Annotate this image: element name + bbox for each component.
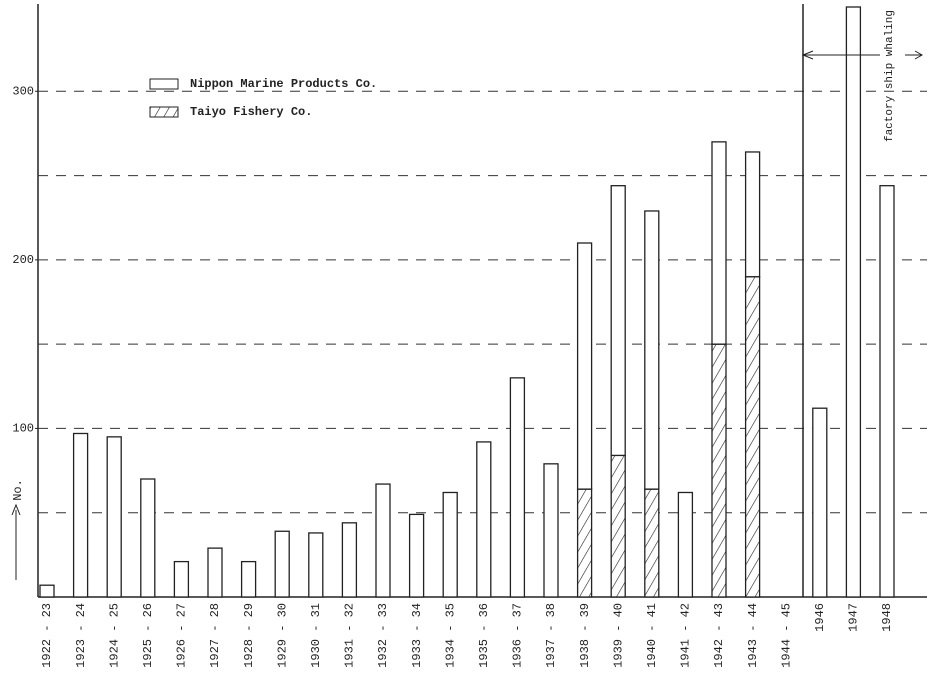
x-tick-label: 1943 - 44 [746,603,760,668]
bar [744,276,761,598]
bar [207,547,223,598]
legend-swatch [149,106,179,118]
bar [610,454,626,598]
x-tick-label: 1930 - 31 [309,603,323,668]
bar [610,185,626,457]
bar [442,491,458,598]
bar [308,532,324,598]
bar [576,242,593,490]
x-tick-label: 1931 - 32 [343,603,357,668]
x-tick-label: 1941 - 42 [679,603,693,668]
x-tick-label: 1938 - 39 [578,603,592,668]
x-tick-label: 1935 - 36 [477,603,491,668]
bar [644,488,660,598]
bar [140,478,156,598]
bar [744,151,761,278]
bar [240,560,257,598]
y-tick-label: 200 [12,253,34,267]
x-tick-label: 1936 - 37 [511,603,525,668]
bar [173,560,190,598]
x-tick-label: 1926 - 27 [175,603,189,668]
y-axis-label: No. [11,479,25,501]
x-tick-label: 1924 - 25 [107,603,121,668]
bar [711,141,727,345]
bar [72,432,89,598]
x-tick-label: 1923 - 24 [74,603,88,668]
annotation: factory ship whaling [884,10,896,142]
bar [543,463,559,598]
bar [39,584,55,598]
x-tick-label: 1934 - 35 [443,603,457,668]
y-tick-label: 300 [12,84,34,98]
x-tick-label: 1944 - 45 [779,603,793,668]
annotation-arrow-right [905,50,924,60]
x-tick-label: 1927 - 28 [208,603,222,668]
x-tick-label: 1937 - 38 [544,603,558,668]
x-tick-label: 1939 - 40 [611,603,625,668]
legend-swatch [149,78,179,90]
x-tick-label: 1928 - 29 [242,603,256,668]
x-tick-label: 1947 [847,603,861,632]
x-tick-label: 1948 [880,603,894,632]
annotation-arrow-head [801,50,814,60]
legend-label: Taiyo Fishery Co. [190,105,312,119]
bar [476,441,492,598]
x-tick-label: 1946 [813,603,827,632]
bar [677,491,694,598]
y-arrow-head [11,503,21,516]
x-tick-label: 1933 - 34 [410,603,424,668]
x-tick-label: 1925 - 26 [141,603,155,668]
bar [711,343,727,598]
x-tick-label: 1922 - 23 [40,603,54,668]
bar [106,436,122,598]
bar [879,185,895,598]
bar [375,483,391,598]
bar [274,530,290,598]
x-tick-label: 1942 - 43 [712,603,726,668]
y-tick-label: 100 [12,422,34,436]
x-tick-label: 1932 - 33 [376,603,390,668]
legend-label: Nippon Marine Products Co. [190,77,377,91]
bar [509,377,526,598]
bar [644,210,660,490]
bar [341,522,358,598]
bar [408,513,425,598]
bar [576,488,593,598]
x-tick-label: 1929 - 30 [275,603,289,668]
legend: Nippon Marine Products Co. Taiyo Fishery … [149,77,377,119]
bar [845,6,862,598]
x-tick-label: 1940 - 41 [645,603,659,668]
bar [812,407,828,598]
